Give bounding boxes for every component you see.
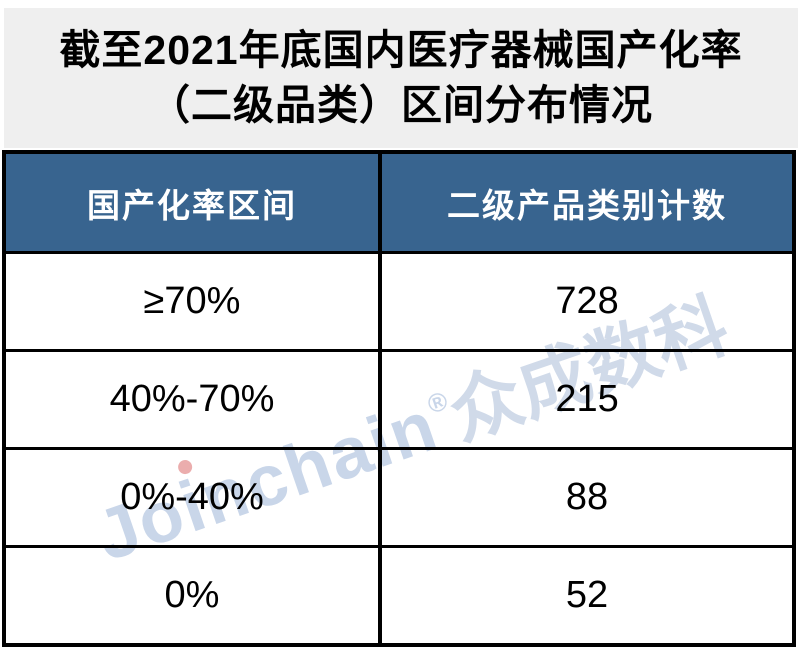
chart-title-line-1: 截至2021年底国内医疗器械国产化率	[59, 27, 743, 73]
header-row: 国产化率区间 二级产品类别计数	[1, 150, 796, 254]
cell-category-count: 52	[378, 545, 796, 647]
chart-title-line-2: （二级品类）区间分布情况	[149, 82, 653, 128]
cell-rate-range: 40%-70%	[1, 349, 382, 450]
cell-rate-range: 0%-40%	[1, 447, 382, 548]
cell-rate-range: 0%	[1, 545, 382, 647]
cell-rate-range: ≥70%	[1, 251, 382, 352]
table-row: 0%-40% 88	[1, 447, 796, 548]
data-table-container: 国产化率区间 二级产品类别计数 ≥70% 728 40%-70% 215 0%-…	[1, 150, 796, 647]
table-row: ≥70% 728	[1, 251, 796, 352]
cell-category-count: 88	[378, 447, 796, 548]
table-row: 0% 52	[1, 545, 796, 647]
table-row: 40%-70% 215	[1, 349, 796, 450]
cell-category-count: 728	[378, 251, 796, 352]
data-table: 国产化率区间 二级产品类别计数 ≥70% 728 40%-70% 215 0%-…	[1, 150, 796, 647]
chart-title-block: 截至2021年底国内医疗器械国产化率 （二级品类）区间分布情况	[4, 8, 798, 148]
header-cell-rate-range: 国产化率区间	[1, 150, 382, 254]
cell-category-count: 215	[378, 349, 796, 450]
header-cell-category-count: 二级产品类别计数	[378, 150, 796, 254]
